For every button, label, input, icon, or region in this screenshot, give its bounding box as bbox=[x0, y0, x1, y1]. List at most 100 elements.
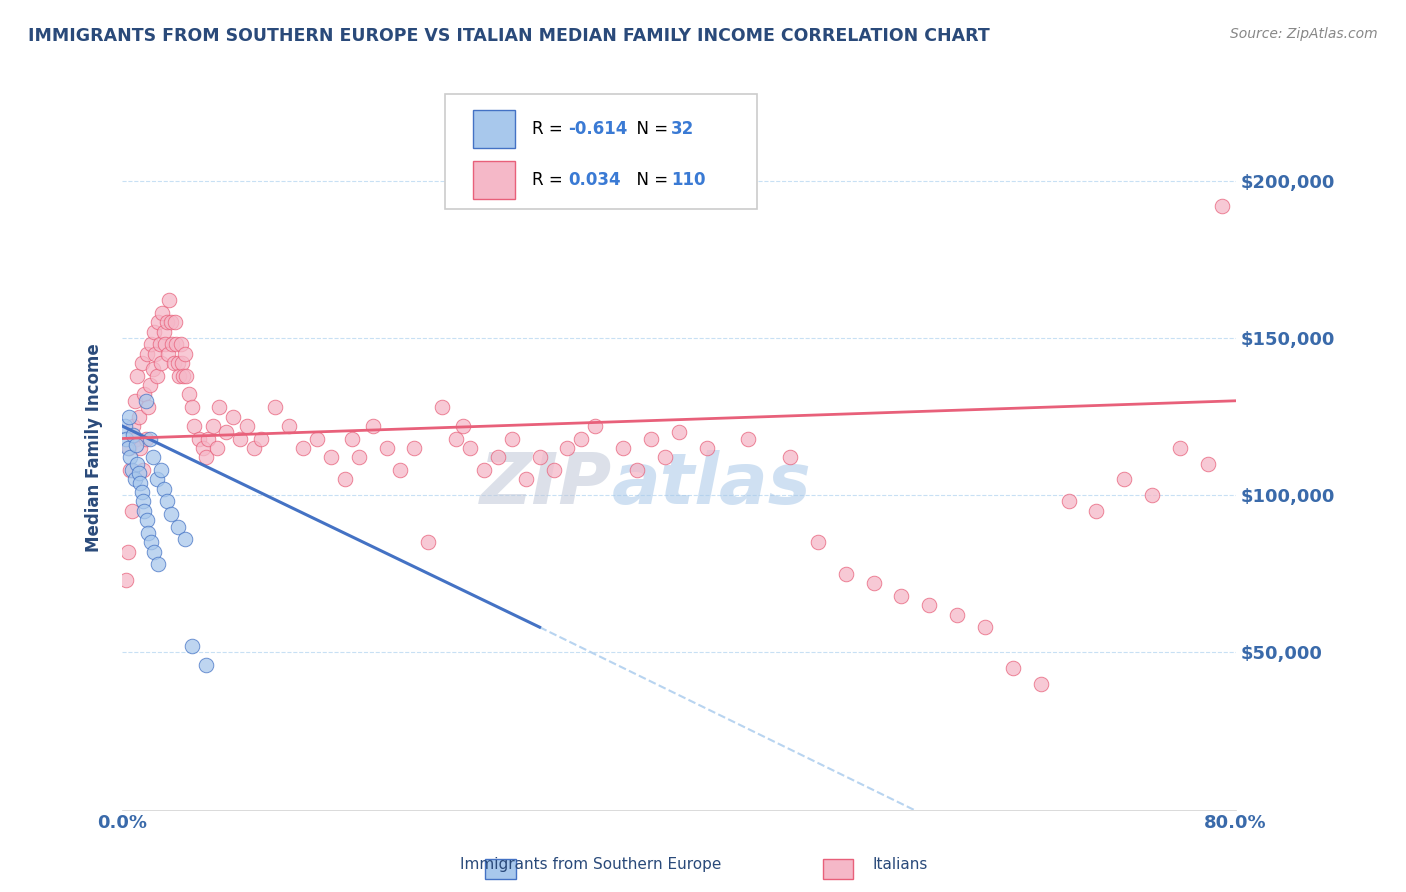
Point bbox=[165, 337, 187, 351]
Point bbox=[118, 409, 141, 424]
Point bbox=[418, 535, 440, 549]
Point bbox=[128, 466, 150, 480]
Point bbox=[444, 432, 467, 446]
Point bbox=[146, 472, 169, 486]
Point bbox=[389, 463, 412, 477]
Point bbox=[135, 432, 157, 446]
Point bbox=[191, 441, 214, 455]
Point bbox=[142, 362, 165, 376]
Point bbox=[167, 368, 190, 383]
Point bbox=[177, 387, 200, 401]
Point bbox=[862, 576, 884, 591]
Text: Source: ZipAtlas.com: Source: ZipAtlas.com bbox=[1230, 27, 1378, 41]
Point bbox=[229, 432, 252, 446]
Point bbox=[131, 356, 153, 370]
Point bbox=[127, 457, 149, 471]
Point bbox=[141, 337, 163, 351]
Point bbox=[529, 450, 551, 465]
Point bbox=[115, 573, 138, 587]
Point bbox=[1001, 661, 1024, 675]
Point bbox=[129, 475, 152, 490]
Point bbox=[122, 428, 145, 442]
Point bbox=[156, 346, 179, 360]
Point bbox=[737, 432, 759, 446]
Point bbox=[138, 525, 160, 540]
Point bbox=[183, 419, 205, 434]
Y-axis label: Median Family Income: Median Family Income bbox=[86, 343, 103, 552]
Point bbox=[1211, 199, 1233, 213]
Point bbox=[174, 368, 197, 383]
Point bbox=[160, 337, 183, 351]
FancyBboxPatch shape bbox=[444, 94, 756, 210]
Point bbox=[141, 535, 163, 549]
Point bbox=[136, 513, 159, 527]
Point bbox=[243, 441, 266, 455]
Point bbox=[1114, 472, 1136, 486]
Point bbox=[117, 545, 139, 559]
Point bbox=[125, 432, 148, 446]
Text: N =: N = bbox=[627, 120, 673, 138]
Point bbox=[118, 441, 141, 455]
Point bbox=[430, 400, 453, 414]
Point bbox=[159, 315, 181, 329]
Text: Immigrants from Southern Europe: Immigrants from Southern Europe bbox=[460, 857, 721, 872]
Point bbox=[166, 356, 188, 370]
Point bbox=[159, 507, 181, 521]
Point bbox=[264, 400, 287, 414]
Point bbox=[1029, 677, 1052, 691]
Point bbox=[236, 419, 259, 434]
Point bbox=[134, 387, 156, 401]
Point bbox=[143, 545, 166, 559]
Point bbox=[291, 441, 314, 455]
Point bbox=[1057, 494, 1080, 508]
Point bbox=[583, 419, 606, 434]
Text: 0.034: 0.034 bbox=[568, 170, 621, 189]
Point bbox=[486, 450, 509, 465]
Point bbox=[157, 293, 180, 308]
Point bbox=[515, 472, 537, 486]
Point bbox=[169, 337, 191, 351]
Point bbox=[170, 356, 193, 370]
Point bbox=[361, 419, 384, 434]
Point bbox=[136, 346, 159, 360]
FancyBboxPatch shape bbox=[472, 111, 515, 148]
Point bbox=[696, 441, 718, 455]
Text: atlas: atlas bbox=[612, 450, 811, 518]
Point bbox=[946, 607, 969, 622]
Point bbox=[208, 400, 231, 414]
Point bbox=[142, 450, 165, 465]
Point bbox=[124, 472, 146, 486]
Point bbox=[890, 589, 912, 603]
Point bbox=[612, 441, 634, 455]
Point bbox=[124, 393, 146, 408]
Point bbox=[122, 419, 145, 434]
Text: R =: R = bbox=[531, 120, 568, 138]
Point bbox=[197, 432, 219, 446]
Text: Italians: Italians bbox=[872, 857, 928, 872]
Point bbox=[340, 432, 363, 446]
Point bbox=[173, 532, 195, 546]
Point bbox=[333, 472, 356, 486]
Point bbox=[148, 558, 170, 572]
Point bbox=[404, 441, 426, 455]
Text: R =: R = bbox=[531, 170, 568, 189]
Point bbox=[115, 432, 138, 446]
Point bbox=[278, 419, 301, 434]
Point bbox=[194, 450, 217, 465]
Point bbox=[135, 393, 157, 408]
Point bbox=[163, 315, 186, 329]
Point bbox=[129, 441, 152, 455]
Point bbox=[131, 485, 153, 500]
Text: N =: N = bbox=[627, 170, 673, 189]
Point bbox=[1140, 488, 1163, 502]
Text: 32: 32 bbox=[671, 120, 695, 138]
Point bbox=[215, 425, 238, 440]
Point bbox=[319, 450, 342, 465]
Point bbox=[472, 463, 495, 477]
Point bbox=[155, 494, 177, 508]
Point bbox=[222, 409, 245, 424]
Point bbox=[155, 315, 177, 329]
Point bbox=[451, 419, 474, 434]
Point bbox=[127, 368, 149, 383]
Point bbox=[201, 419, 224, 434]
